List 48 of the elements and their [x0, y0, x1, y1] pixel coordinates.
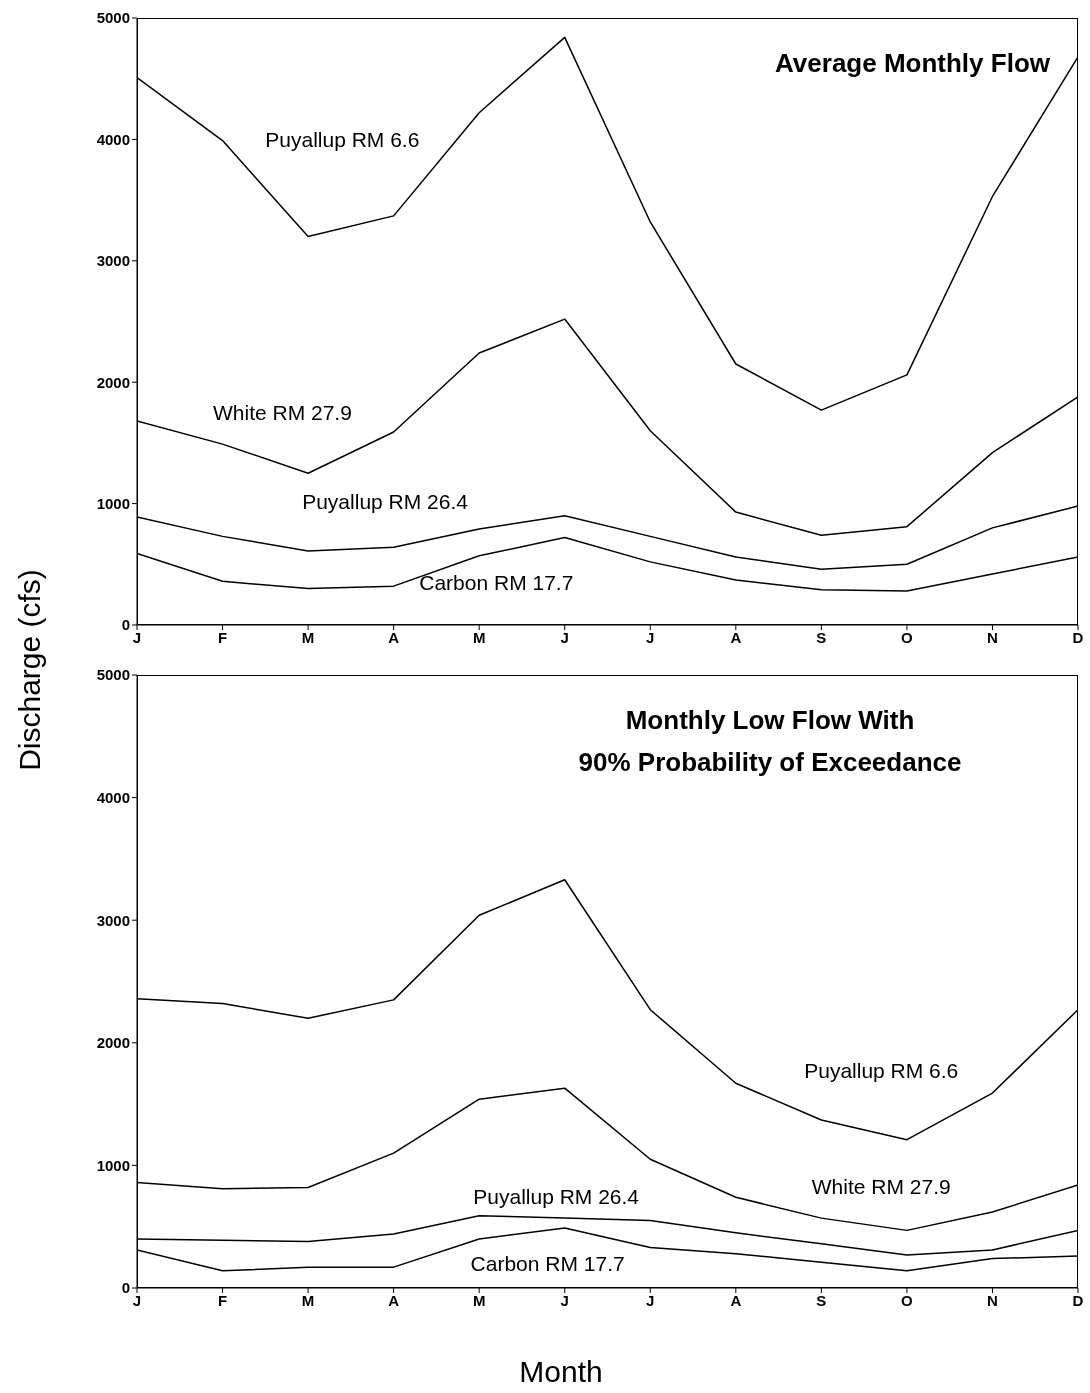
- y-tick-label: 5000: [96, 9, 130, 27]
- x-tick-label: A: [730, 1291, 742, 1309]
- y-tick-label: 1000: [96, 1156, 130, 1174]
- series-label: Puyallup RM 26.4: [473, 1184, 640, 1208]
- series-label: White RM 27.9: [811, 1174, 951, 1198]
- x-tick-label: J: [132, 628, 142, 646]
- x-axis-title: Month: [519, 1355, 603, 1389]
- y-tick-label: 3000: [96, 252, 130, 270]
- series-label: Carbon RM 17.7: [419, 570, 574, 594]
- x-tick-label: N: [987, 628, 998, 646]
- x-tick-label: S: [816, 628, 827, 646]
- x-tick-label: O: [901, 1291, 914, 1309]
- x-tick-label: A: [388, 1291, 400, 1309]
- x-tick-label: F: [217, 1291, 228, 1309]
- series-label: White RM 27.9: [212, 401, 352, 424]
- y-tick-label: 4000: [96, 130, 130, 148]
- x-tick-label: J: [132, 1291, 142, 1309]
- x-tick-label: D: [1072, 628, 1084, 646]
- y-tick-label: 4000: [96, 788, 130, 806]
- y-tick-label: 0: [121, 616, 130, 634]
- y-tick-label: 1000: [96, 494, 130, 512]
- y-tick-label: 3000: [96, 911, 130, 929]
- series-label: Carbon RM 17.7: [470, 1251, 625, 1275]
- x-tick-label: D: [1072, 1291, 1084, 1309]
- x-tick-label: A: [730, 628, 742, 646]
- text: Monthly Low Flow With 90% Probability of Exceedance: [577, 704, 963, 779]
- x-tick-label: N: [987, 1291, 998, 1309]
- x-tick-label: J: [560, 1291, 569, 1309]
- x-tick-label: F: [217, 628, 228, 646]
- series-label: Puyallup RM 26.4: [302, 489, 469, 513]
- x-tick-label: M: [301, 628, 315, 646]
- x-tick-label: S: [816, 1291, 827, 1309]
- y-tick-label: 2000: [96, 373, 130, 391]
- y-tick-label: 5000: [96, 666, 130, 684]
- x-tick-label: J: [646, 1291, 655, 1309]
- x-tick-label: M: [472, 1291, 486, 1309]
- y-axis-title: Discharge (cfs): [13, 569, 47, 771]
- x-tick-label: J: [646, 628, 655, 646]
- y-tick-label: 0: [121, 1279, 130, 1297]
- x-tick-label: J: [560, 628, 569, 646]
- y-tick-label: 2000: [96, 1034, 130, 1052]
- series-label: Puyallup RM 6.6: [804, 1059, 959, 1083]
- x-tick-label: M: [301, 1291, 315, 1309]
- x-tick-label: A: [388, 628, 400, 646]
- text: Average Monthly Flow: [774, 47, 1050, 80]
- x-tick-label: M: [472, 628, 486, 646]
- series-label: Puyallup RM 6.6: [265, 127, 420, 151]
- x-tick-label: O: [901, 628, 914, 646]
